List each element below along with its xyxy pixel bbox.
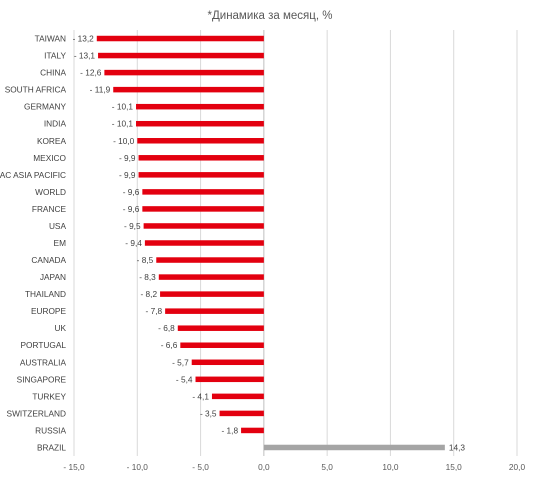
category-label: BRAZIL (37, 442, 66, 452)
category-label: EUROPE (31, 306, 67, 316)
value-label: - 9,6 (123, 204, 140, 214)
category-label: ITALY (44, 51, 66, 61)
bar (263, 444, 445, 451)
bar (142, 189, 264, 195)
category-labels: TAIWAN ITALY CHINA SOUTH AFRICA GERMANY INDIA… (0, 34, 67, 453)
bar (156, 257, 264, 263)
value-label: 14,3 (449, 442, 466, 452)
bar (138, 172, 264, 178)
x-tick-label: - 15,0 (63, 462, 85, 472)
x-tick-label: 20,0 (509, 462, 526, 472)
category-label: THAILAND (25, 289, 66, 299)
bar (241, 427, 264, 434)
value-label: - 10,0 (113, 136, 135, 146)
bar (138, 155, 264, 161)
bar (98, 52, 264, 59)
bar (177, 325, 264, 331)
bar (180, 342, 264, 348)
category-label: UK (54, 323, 66, 333)
value-label: - 12,6 (80, 68, 102, 78)
category-label: SINGAPORE (17, 374, 67, 384)
category-label: AUSTRALIA (20, 357, 67, 367)
bar (195, 376, 264, 383)
value-label: - 8,2 (140, 289, 157, 299)
bar (142, 206, 264, 212)
value-label: - 7,8 (146, 306, 163, 316)
x-tick-label: 0,0 (258, 462, 270, 472)
value-label: - 1,8 (221, 425, 238, 435)
value-label: - 4,1 (192, 391, 209, 401)
bar (158, 274, 264, 280)
category-label: CANADA (31, 255, 66, 265)
x-tick-label: - 5,0 (192, 462, 209, 472)
value-label: - 8,3 (139, 272, 156, 282)
category-label: INDIA (44, 119, 67, 129)
value-label: - 9,9 (119, 153, 136, 163)
category-label: USA (49, 221, 67, 231)
bar (191, 359, 264, 366)
value-label: - 3,5 (200, 408, 217, 418)
bar (144, 240, 264, 246)
value-label: - 9,9 (119, 170, 136, 180)
category-label: WORLD (35, 187, 66, 197)
bar (113, 86, 264, 93)
value-label: - 13,2 (73, 34, 95, 44)
bar (96, 35, 264, 42)
value-label: - 10,1 (112, 119, 134, 129)
category-label: EM (54, 238, 67, 248)
category-label: PORTUGAL (21, 340, 67, 350)
bar (136, 120, 264, 127)
category-label: CHINA (40, 68, 66, 78)
x-axis-ticks: - 15,0 - 10,0 - 5,0 0,0 5,0 10,0 15,0 20,0 (63, 462, 525, 472)
category-label: JAPAN (40, 272, 66, 282)
bar (137, 138, 264, 144)
bar (160, 291, 264, 297)
category-label: RUSSIA (35, 425, 66, 435)
x-tick-label: 15,0 (446, 462, 463, 472)
category-label: SWITZERLAND (7, 408, 66, 418)
category-label: SOUTH AFRICA (5, 85, 67, 95)
category-label: KOREA (37, 136, 67, 146)
value-label: - 13,1 (74, 51, 96, 61)
value-label: - 6,6 (161, 340, 178, 350)
value-label: - 9,4 (125, 238, 142, 248)
category-label: MEXICO (33, 153, 66, 163)
category-label: TAIWAN (35, 34, 66, 44)
value-label: - 8,5 (137, 255, 154, 265)
value-label: - 9,6 (123, 187, 140, 197)
value-label: - 5,7 (172, 357, 189, 367)
value-labels: - 13,2- 13,1- 12,6- 11,9- 10,1- 10,1- 10… (73, 34, 466, 453)
bar (143, 223, 264, 229)
bar (211, 393, 264, 400)
bar (104, 69, 264, 76)
chart-title: *Динамика за месяц, % (208, 10, 333, 22)
x-tick-label: 10,0 (382, 462, 399, 472)
category-label: AC ASIA PACIFIC (0, 170, 66, 180)
value-label: - 11,9 (90, 85, 111, 95)
bars (96, 35, 445, 451)
x-tick-label: 5,0 (321, 462, 333, 472)
x-tick-label: - 10,0 (127, 462, 149, 472)
category-label: FRANCE (32, 204, 67, 214)
category-label: GERMANY (24, 102, 66, 112)
value-label: - 5,4 (176, 374, 193, 384)
bar (219, 410, 264, 417)
value-label: - 9,5 (124, 221, 141, 231)
category-label: TURKEY (32, 391, 66, 401)
value-label: - 6,8 (158, 323, 175, 333)
bar (165, 308, 264, 314)
value-label: - 10,1 (112, 102, 134, 112)
bar (136, 103, 264, 110)
